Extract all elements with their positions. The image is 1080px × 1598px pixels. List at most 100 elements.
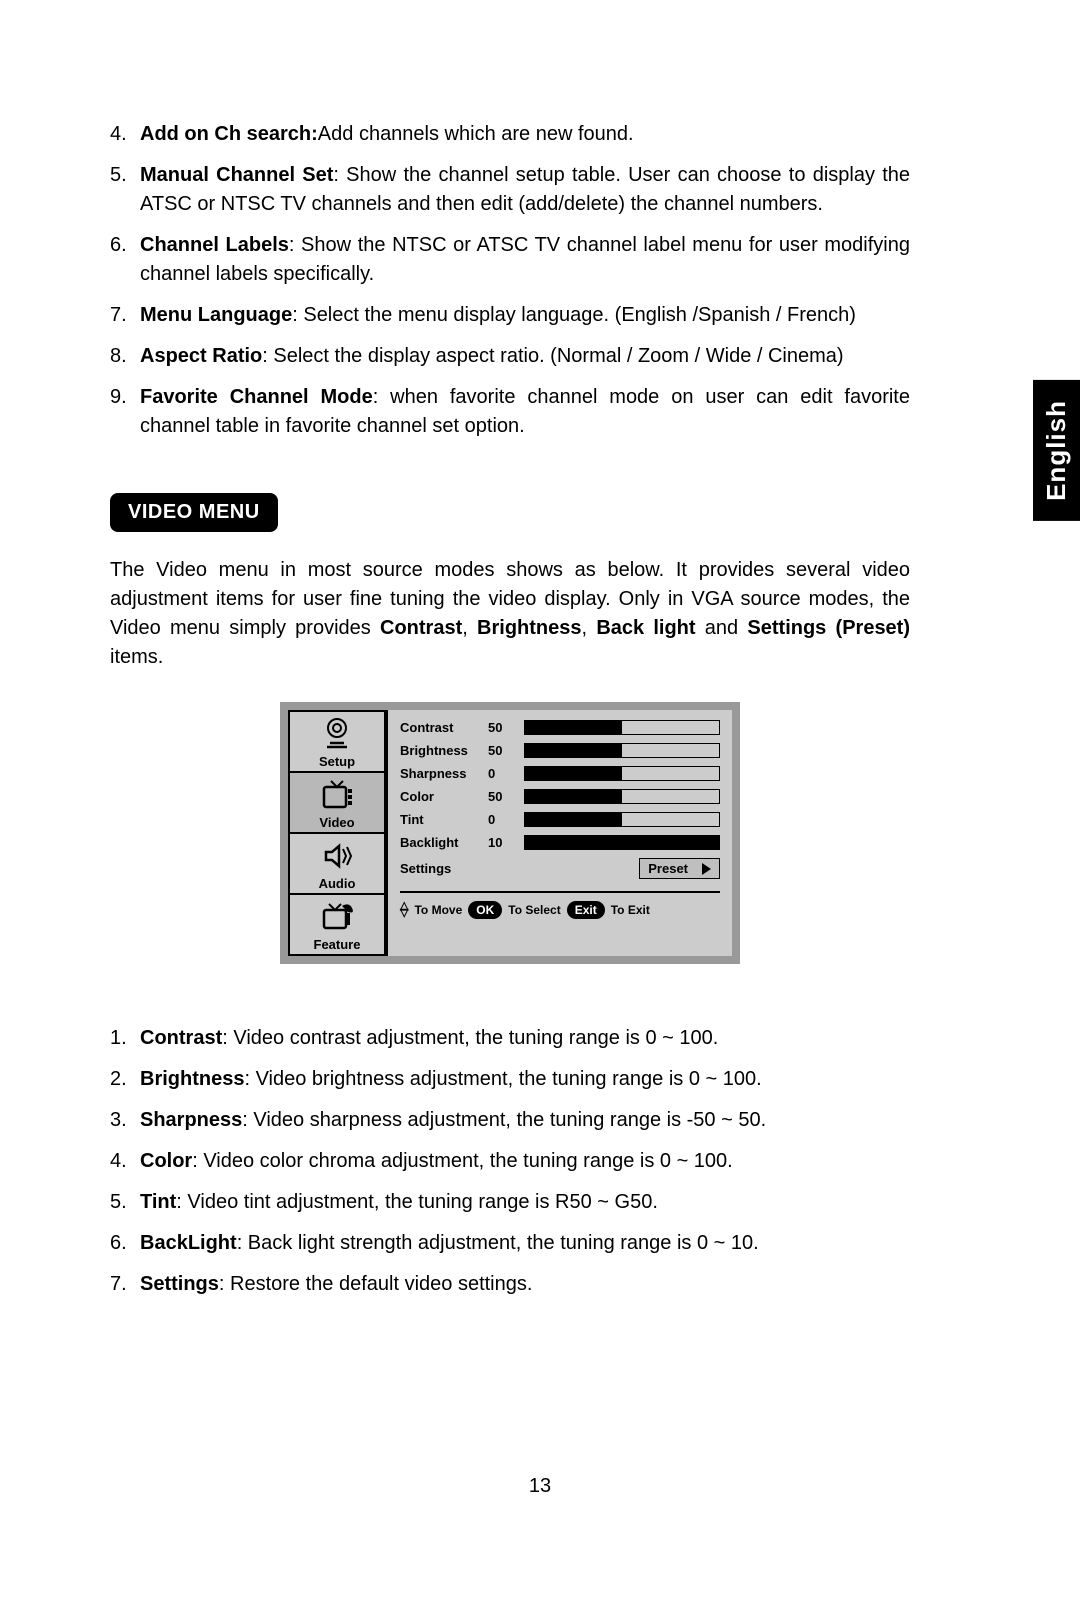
osd-label: Tint	[400, 812, 478, 827]
list-num: 8.	[110, 342, 140, 371]
intro-bold: Back light	[596, 617, 695, 639]
list-item: 5. Tint: Video tint adjustment, the tuni…	[110, 1188, 910, 1217]
list-item: 6. Channel Labels: Show the NTSC or ATSC…	[110, 231, 910, 289]
osd-fill	[525, 813, 622, 826]
osd-value: 50	[488, 720, 514, 735]
list-item: 2. Brightness: Video brightness adjustme…	[110, 1065, 910, 1094]
osd-bar	[524, 766, 720, 781]
audio-icon	[315, 838, 359, 874]
list-num: 6.	[110, 231, 140, 289]
intro-bold: Brightness	[477, 617, 581, 639]
list-term: Manual Channel Set	[140, 164, 333, 186]
osd-fill	[525, 744, 622, 757]
list-num: 5.	[110, 1188, 140, 1217]
osd-label: Color	[400, 789, 478, 804]
video-item-list: 1. Contrast: Video contrast adjustment, …	[110, 1024, 910, 1299]
osd-value: 0	[488, 766, 514, 781]
osd-bar	[524, 812, 720, 827]
list-term: Contrast	[140, 1027, 222, 1049]
setup-icon	[315, 716, 359, 752]
list-num: 6.	[110, 1229, 140, 1258]
osd-label: Brightness	[400, 743, 478, 758]
section-title: VIDEO MENU	[110, 493, 278, 532]
list-item: 1. Contrast: Video contrast adjustment, …	[110, 1024, 910, 1053]
osd-value: 10	[488, 835, 514, 850]
list-item: 4. Add on Ch search:Add channels which a…	[110, 120, 910, 149]
list-num: 4.	[110, 1147, 140, 1176]
ok-pill: OK	[468, 901, 502, 919]
osd-value: 50	[488, 789, 514, 804]
osd-row-contrast: Contrast 50	[400, 720, 720, 735]
feature-icon	[315, 899, 359, 935]
list-item: 7. Menu Language: Select the menu displa…	[110, 301, 910, 330]
osd-tab-video: Video	[288, 773, 386, 834]
page-content: 4. Add on Ch search:Add channels which a…	[110, 120, 910, 1311]
list-term: Channel Labels	[140, 234, 289, 256]
osd-label: Backlight	[400, 835, 478, 850]
list-num: 1.	[110, 1024, 140, 1053]
list-desc: : Video contrast adjustment, the tuning …	[222, 1027, 718, 1049]
nav-toexit: To Exit	[611, 903, 650, 917]
triangle-right-icon	[702, 863, 711, 875]
list-num: 5.	[110, 161, 140, 219]
osd-row-brightness: Brightness 50	[400, 743, 720, 758]
list-desc: Add channels which are new found.	[318, 123, 634, 145]
list-num: 3.	[110, 1106, 140, 1135]
list-item: 3. Sharpness: Video sharpness adjustment…	[110, 1106, 910, 1135]
osd-tabs: Setup Video	[288, 710, 386, 956]
osd-fill	[525, 836, 719, 849]
language-tab: English	[1033, 380, 1080, 521]
osd-value: 0	[488, 812, 514, 827]
list-num: 2.	[110, 1065, 140, 1094]
list-item: 4. Color: Video color chroma adjustment,…	[110, 1147, 910, 1176]
osd-bar	[524, 720, 720, 735]
setup-list: 4. Add on Ch search:Add channels which a…	[110, 120, 910, 441]
video-icon	[315, 777, 359, 813]
list-term: Color	[140, 1150, 192, 1172]
list-term: Settings	[140, 1273, 219, 1295]
osd-tab-label: Audio	[319, 876, 356, 891]
osd-label: Sharpness	[400, 766, 478, 781]
list-term: Tint	[140, 1191, 176, 1213]
list-item: 5. Manual Channel Set: Show the channel …	[110, 161, 910, 219]
updown-arrows-icon: △▽	[400, 903, 408, 917]
osd-tab-label: Video	[319, 815, 354, 830]
osd-tab-feature: Feature	[288, 895, 386, 956]
list-desc: : Video sharpness adjustment, the tuning…	[242, 1109, 766, 1131]
list-item: 6. BackLight: Back light strength adjust…	[110, 1229, 910, 1258]
preset-label: Preset	[648, 861, 688, 876]
osd-bar	[524, 789, 720, 804]
osd-tab-audio: Audio	[288, 834, 386, 895]
list-term: Add on Ch search:	[140, 123, 318, 145]
osd-panel: Contrast 50 Brightness 50 Sharpness 0 Co…	[386, 710, 732, 956]
list-desc: : Back light strength adjustment, the tu…	[237, 1232, 759, 1254]
list-item: 8. Aspect Ratio: Select the display aspe…	[110, 342, 910, 371]
osd-label: Settings	[400, 861, 478, 876]
osd-bar	[524, 835, 720, 850]
intro-bold: Settings (Preset)	[747, 617, 910, 639]
list-term: Menu Language	[140, 304, 292, 326]
osd-menu-figure: Setup Video	[280, 702, 740, 964]
osd-tab-label: Feature	[314, 937, 361, 952]
osd-row-backlight: Backlight 10	[400, 835, 720, 850]
nav-move: To Move	[414, 903, 462, 917]
osd-row-sharpness: Sharpness 0	[400, 766, 720, 781]
exit-pill: Exit	[567, 901, 605, 919]
list-num: 7.	[110, 1270, 140, 1299]
list-desc: : Video color chroma adjustment, the tun…	[192, 1150, 733, 1172]
list-desc: : Video tint adjustment, the tuning rang…	[176, 1191, 658, 1213]
osd-nav-hints: △▽ To Move OK To Select Exit To Exit	[400, 891, 720, 919]
osd-bar	[524, 743, 720, 758]
osd-tab-setup: Setup	[288, 710, 386, 773]
osd-label: Contrast	[400, 720, 478, 735]
list-num: 4.	[110, 120, 140, 149]
osd-fill	[525, 767, 622, 780]
list-item: 7. Settings: Restore the default video s…	[110, 1270, 910, 1299]
nav-select: To Select	[508, 903, 560, 917]
osd-tab-label: Setup	[319, 754, 355, 769]
page-number: 13	[0, 1475, 1080, 1498]
osd-row-color: Color 50	[400, 789, 720, 804]
list-term: Brightness	[140, 1068, 244, 1090]
osd-row-tint: Tint 0	[400, 812, 720, 827]
osd-fill	[525, 790, 622, 803]
